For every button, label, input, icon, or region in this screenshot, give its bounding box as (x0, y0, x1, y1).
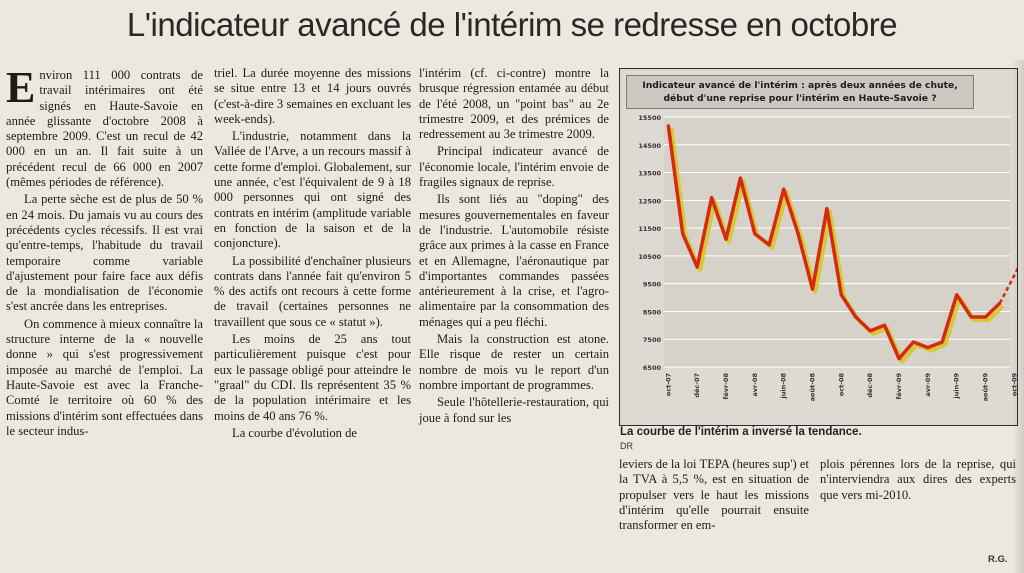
paragraph: La possibilité d'enchaîner plusieurs con… (214, 253, 411, 329)
article-column-4: leviers de la loi TEPA (heures sup') et … (619, 457, 809, 533)
x-tick-label: déc-07 (693, 373, 701, 398)
data-point (868, 329, 872, 333)
line-chart: 6500 7500 8500 9500 10500 11500 12500 13500 1450… (638, 114, 1017, 402)
plot-area (664, 117, 1010, 367)
data-point (782, 188, 785, 191)
paragraph: Seule l'hôtellerie-restauration, qui jou… (419, 395, 609, 425)
y-tick-label: 15500 (638, 114, 661, 122)
data-point (883, 324, 886, 327)
y-tick-label: 6500 (643, 364, 662, 372)
paragraph: leviers de la loi TEPA (heures sup') et … (619, 457, 809, 533)
author-signature: R.G. (988, 554, 1008, 565)
article-column-2: triel. La durée moyenne des missions se … (214, 66, 411, 441)
y-tick-label: 12500 (638, 197, 661, 205)
x-tick-label: août-08 (808, 373, 816, 402)
paragraph: La perte sèche est de plus de 50 % en 24… (6, 192, 203, 314)
y-tick-label: 9500 (643, 281, 662, 289)
chart-figure: 6500 7500 8500 9500 10500 11500 12500 13500 1450… (619, 68, 1018, 426)
paragraph: La courbe d'évolution de (232, 425, 358, 440)
projection-line (998, 267, 1017, 304)
x-tick-label: avr-08 (751, 373, 759, 397)
y-tick-label: 10500 (638, 253, 661, 261)
y-tick-label: 14500 (638, 142, 661, 150)
data-point (796, 232, 800, 235)
data-point (955, 293, 958, 296)
x-tick-label: août-09 (981, 373, 989, 402)
data-point (941, 340, 944, 344)
y-tick-label: 11500 (638, 225, 661, 233)
x-tick-label: oct-08 (837, 373, 845, 397)
data-point (854, 315, 857, 319)
series-line (666, 125, 1002, 361)
data-point (825, 207, 829, 210)
data-point (984, 315, 987, 319)
x-tick-label: juin-08 (780, 373, 788, 400)
data-point (753, 232, 757, 235)
y-tick-label: 8500 (643, 308, 662, 316)
data-point (681, 232, 684, 235)
paragraph: Principal indicateur avancé de l'économi… (419, 144, 609, 190)
article-column-3: l'intérim (cf. ci-contre) montre la brus… (419, 66, 609, 426)
paragraph: On commence à mieux connaître la structu… (6, 316, 203, 438)
data-point (768, 243, 771, 246)
x-tick-label: avr-09 (924, 373, 932, 397)
paragraph: Ils sont liés au "doping" des mesures go… (419, 192, 609, 329)
data-point (897, 357, 901, 360)
drop-cap: E (6, 63, 36, 112)
y-tick-label: 13500 (638, 170, 661, 178)
paragraph: l'intérim (cf. ci-contre) montre la brus… (419, 66, 609, 142)
article-column-5: plois pérennes lors de la reprise, qui n… (820, 457, 1016, 503)
photo-credit: DR (620, 441, 633, 451)
y-tick-label: 7500 (643, 336, 662, 344)
x-tick-label: juin-09 (953, 373, 961, 400)
data-point (840, 293, 843, 296)
paragraph: triel. La durée moyenne des missions se … (214, 66, 411, 126)
data-point (724, 238, 728, 241)
x-tick-label: oct-09 (1010, 373, 1017, 397)
x-tick-label: oct-07 (664, 373, 672, 396)
figure-caption: La courbe de l'intérim a inversé la tend… (620, 426, 862, 438)
data-point (739, 176, 742, 180)
paragraph: L'industrie, notamment dans la Vallée de… (214, 129, 411, 251)
data-point (811, 288, 814, 291)
data-point (969, 315, 973, 319)
data-point (710, 196, 713, 199)
headline: L'indicateur avancé de l'intérim se redr… (126, 6, 898, 43)
paragraph: plois pérennes lors de la reprise, qui n… (820, 457, 1016, 502)
data-point (667, 124, 670, 127)
x-tick-label: déc-08 (866, 373, 874, 398)
x-tick-label: févr-09 (895, 373, 903, 400)
page-fold-shadow (1012, 60, 1024, 573)
x-tick-label: févr-08 (722, 373, 730, 400)
data-point (912, 340, 915, 344)
chart-title: Indicateur avancé de l'intérim : après d… (626, 75, 974, 109)
data-point (695, 265, 699, 269)
paragraph: Les moins de 25 ans tout particulièremen… (214, 332, 411, 423)
data-point (926, 346, 930, 349)
paragraph: Mais la construction est atone. Elle ris… (419, 332, 609, 392)
